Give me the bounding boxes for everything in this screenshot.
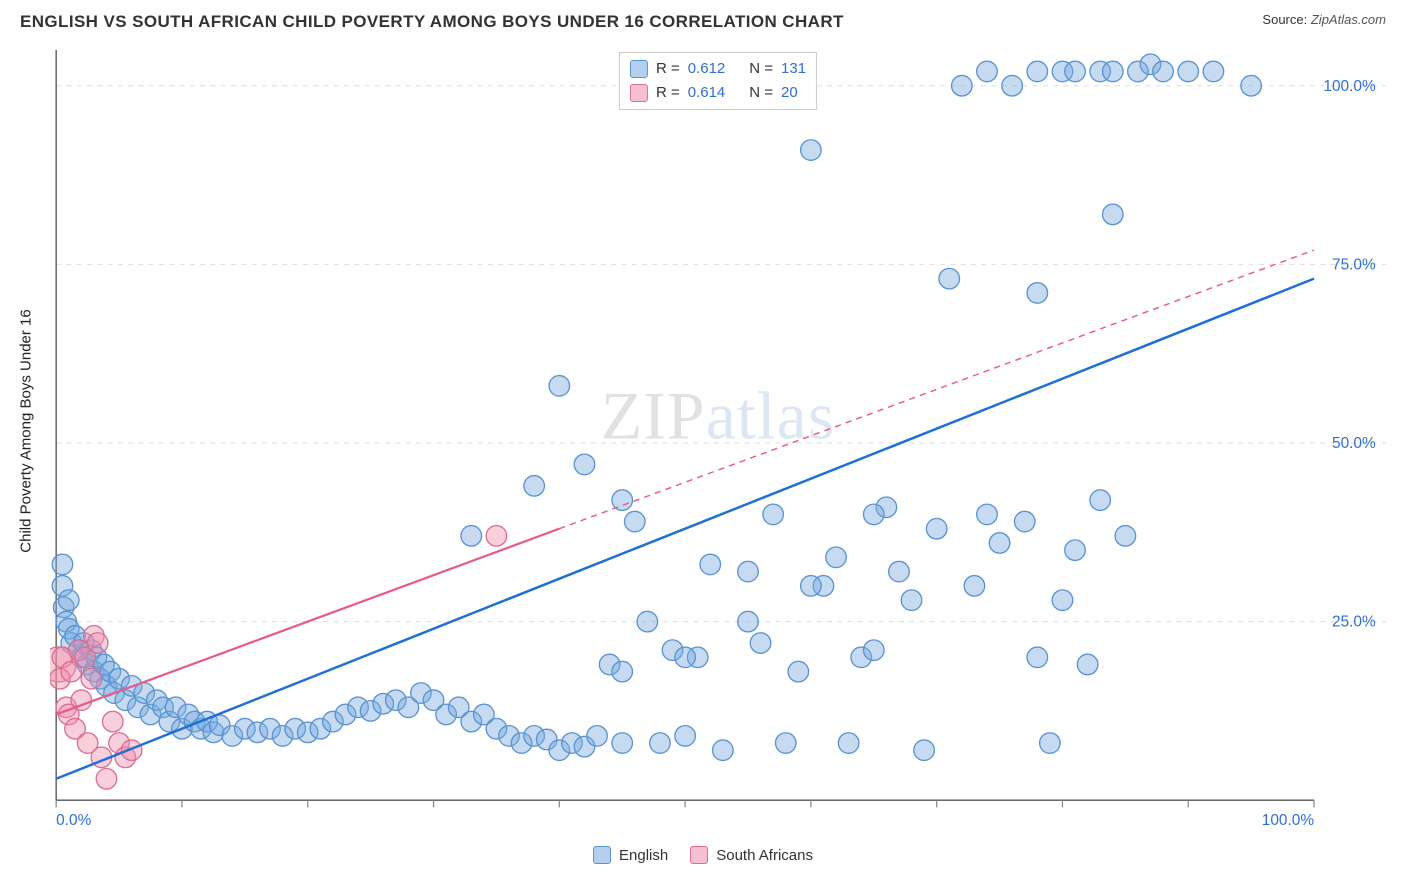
data-point bbox=[96, 768, 117, 789]
legend-n-value: 131 bbox=[781, 57, 806, 81]
legend-n-value: 20 bbox=[781, 81, 798, 105]
data-point bbox=[926, 518, 947, 539]
x-axis-tick-label: 100.0% bbox=[1262, 812, 1315, 829]
data-point bbox=[58, 590, 79, 611]
data-point bbox=[750, 633, 771, 654]
y-axis-tick-label: 25.0% bbox=[1332, 614, 1376, 631]
data-point bbox=[977, 61, 998, 82]
data-point bbox=[1014, 511, 1035, 532]
data-point bbox=[1241, 75, 1262, 96]
data-point bbox=[1002, 75, 1023, 96]
data-point bbox=[524, 476, 545, 497]
data-point bbox=[486, 526, 507, 547]
legend-swatch bbox=[690, 846, 708, 864]
data-point bbox=[549, 376, 570, 397]
data-point bbox=[612, 661, 633, 682]
data-point bbox=[826, 547, 847, 568]
data-point bbox=[1065, 540, 1086, 561]
source-attribution: Source: ZipAtlas.com bbox=[1262, 12, 1386, 27]
y-axis-tick-label: 50.0% bbox=[1332, 435, 1376, 452]
data-point bbox=[952, 75, 973, 96]
data-point bbox=[1027, 61, 1048, 82]
legend-row: R = 0.612 N = 131 bbox=[630, 57, 806, 81]
data-point bbox=[461, 526, 482, 547]
data-point bbox=[989, 533, 1010, 554]
trend-line-extrapolated bbox=[559, 250, 1314, 529]
legend-label: English bbox=[619, 847, 668, 864]
data-point bbox=[901, 590, 922, 611]
data-point bbox=[788, 661, 809, 682]
chart-area: Child Poverty Among Boys Under 16 ZIPatl… bbox=[50, 50, 1386, 812]
data-point bbox=[763, 504, 784, 525]
data-point bbox=[625, 511, 646, 532]
data-point bbox=[81, 668, 102, 689]
data-point bbox=[1203, 61, 1224, 82]
legend-label: South Africans bbox=[716, 847, 813, 864]
y-axis-tick-label: 75.0% bbox=[1332, 256, 1376, 273]
data-point bbox=[102, 711, 123, 732]
y-axis-label: Child Poverty Among Boys Under 16 bbox=[18, 309, 35, 552]
data-point bbox=[939, 268, 960, 289]
data-point bbox=[1027, 283, 1048, 304]
x-axis-tick-label: 0.0% bbox=[56, 812, 91, 829]
data-point bbox=[713, 740, 734, 761]
data-point bbox=[52, 554, 73, 575]
data-point bbox=[801, 140, 822, 161]
legend-item: South Africans bbox=[690, 846, 813, 864]
legend-r-label: R = bbox=[656, 57, 680, 81]
y-axis-tick-label: 100.0% bbox=[1323, 78, 1376, 95]
data-point bbox=[637, 611, 658, 632]
data-point bbox=[612, 490, 633, 511]
data-point bbox=[587, 726, 608, 747]
data-point bbox=[700, 554, 721, 575]
legend-r-value: 0.612 bbox=[688, 57, 726, 81]
data-point bbox=[1052, 590, 1073, 611]
series-legend: English South Africans bbox=[593, 846, 813, 864]
data-point bbox=[738, 611, 759, 632]
legend-swatch bbox=[630, 84, 648, 102]
legend-item: English bbox=[593, 846, 668, 864]
data-point bbox=[612, 733, 633, 754]
data-point bbox=[738, 561, 759, 582]
data-point bbox=[650, 733, 671, 754]
data-point bbox=[838, 733, 859, 754]
data-point bbox=[1077, 654, 1098, 675]
legend-swatch bbox=[630, 60, 648, 78]
source-prefix: Source: bbox=[1262, 12, 1307, 27]
legend-r-value: 0.614 bbox=[688, 81, 726, 105]
data-point bbox=[889, 561, 910, 582]
data-point bbox=[977, 504, 998, 525]
data-point bbox=[1090, 490, 1111, 511]
data-point bbox=[1102, 204, 1123, 225]
legend-r-label: R = bbox=[656, 81, 680, 105]
correlation-legend: R = 0.612 N = 131 R = 0.614 N = 20 bbox=[619, 52, 817, 110]
header: ENGLISH VS SOUTH AFRICAN CHILD POVERTY A… bbox=[0, 0, 1406, 40]
data-point bbox=[1027, 647, 1048, 668]
data-point bbox=[1102, 61, 1123, 82]
source-name: ZipAtlas.com bbox=[1311, 12, 1386, 27]
data-point bbox=[964, 576, 985, 597]
data-point bbox=[675, 647, 696, 668]
legend-swatch bbox=[593, 846, 611, 864]
data-point bbox=[87, 633, 108, 654]
data-point bbox=[914, 740, 935, 761]
data-point bbox=[1065, 61, 1086, 82]
data-point bbox=[1178, 61, 1199, 82]
data-point bbox=[864, 504, 885, 525]
data-point bbox=[1153, 61, 1174, 82]
data-point bbox=[864, 640, 885, 661]
data-point bbox=[574, 454, 595, 475]
legend-row: R = 0.614 N = 20 bbox=[630, 81, 806, 105]
chart-title: ENGLISH VS SOUTH AFRICAN CHILD POVERTY A… bbox=[20, 12, 844, 32]
data-point bbox=[1115, 526, 1136, 547]
data-point bbox=[675, 726, 696, 747]
data-point bbox=[801, 576, 822, 597]
legend-n-label: N = bbox=[749, 81, 773, 105]
data-point bbox=[775, 733, 796, 754]
legend-n-label: N = bbox=[749, 57, 773, 81]
data-point bbox=[1040, 733, 1061, 754]
data-point bbox=[121, 740, 142, 761]
scatter-plot: 0.0% 100.0% 25.0% 50.0% 75.0% 100.0% bbox=[50, 50, 1386, 831]
